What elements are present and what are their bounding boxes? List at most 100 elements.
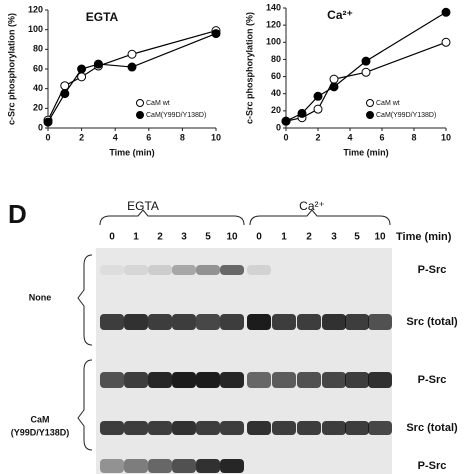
- band: [148, 372, 172, 388]
- lane-label: 0: [109, 232, 115, 243]
- y-tick-label: 100: [28, 24, 43, 34]
- band: [220, 459, 244, 473]
- series-line: [285, 11, 447, 122]
- band: [172, 372, 196, 388]
- legend-label: CaM(Y99D/Y138D): [376, 112, 436, 119]
- band: [345, 372, 369, 388]
- x-tick-label: 6: [379, 132, 384, 142]
- data-point: [313, 91, 323, 101]
- y-tick-label: 20: [33, 103, 43, 113]
- legend-label: CaM(Y99D/Y138D): [146, 112, 206, 119]
- band: [124, 265, 148, 275]
- data-point: [297, 108, 307, 118]
- data-point: [127, 49, 137, 59]
- lane-label: 1: [281, 232, 287, 243]
- series-line: [285, 41, 447, 122]
- y-tick-label: 100: [266, 37, 281, 47]
- lane-label: 2: [157, 232, 163, 243]
- group-label: Ca²⁺: [299, 199, 325, 213]
- band: [100, 314, 124, 330]
- band: [297, 314, 321, 330]
- row-label: P-Src: [418, 460, 447, 472]
- data-point: [361, 67, 371, 77]
- y-axis-label: c-Src phosphorylation (%): [244, 12, 254, 124]
- band: [124, 372, 148, 388]
- group-label: EGTA: [127, 199, 159, 213]
- band: [220, 421, 244, 435]
- data-point: [211, 29, 221, 39]
- data-point: [281, 116, 291, 126]
- bracket: [77, 254, 93, 346]
- x-axis-label: Time (min): [343, 147, 388, 157]
- blot-background: [96, 248, 392, 474]
- lane-label: 3: [331, 232, 337, 243]
- band: [148, 314, 172, 330]
- x-tick-label: 0: [283, 132, 288, 142]
- x-tick-label: 4: [113, 132, 118, 142]
- row-label: Src (total): [406, 422, 458, 434]
- data-point: [60, 89, 70, 99]
- lane-label: 1: [133, 232, 139, 243]
- band: [196, 314, 220, 330]
- band: [322, 372, 346, 388]
- y-tick-label: 60: [33, 63, 43, 73]
- band: [124, 314, 148, 330]
- x-axis-label: Time (min): [109, 147, 154, 157]
- data-point: [93, 59, 103, 69]
- y-tick-label: 0: [276, 122, 281, 132]
- y-tick-label: 120: [28, 4, 43, 14]
- band: [100, 372, 124, 388]
- band: [247, 265, 271, 275]
- band: [148, 459, 172, 473]
- band: [124, 421, 148, 435]
- band: [272, 314, 296, 330]
- x-tick-label: 2: [315, 132, 320, 142]
- band: [345, 314, 369, 330]
- band: [322, 421, 346, 435]
- data-point: [127, 62, 137, 72]
- band: [368, 372, 392, 388]
- lane-label: 3: [181, 232, 187, 243]
- band: [172, 459, 196, 473]
- data-point: [441, 7, 451, 17]
- lane-label: 0: [256, 232, 262, 243]
- y-tick-label: 0: [38, 122, 43, 132]
- band: [196, 421, 220, 435]
- band: [148, 421, 172, 435]
- x-tick-label: 0: [45, 132, 50, 142]
- x-tick-label: 8: [180, 132, 185, 142]
- y-tick-label: 60: [271, 71, 281, 81]
- band: [272, 421, 296, 435]
- x-tick-label: 8: [411, 132, 416, 142]
- condition-label: (Y99D/Y138D): [11, 427, 70, 437]
- row-label: P-Src: [418, 264, 447, 276]
- legend-marker: [366, 99, 374, 107]
- band: [297, 421, 321, 435]
- row-label: Src (total): [406, 316, 458, 328]
- y-tick-label: 40: [271, 88, 281, 98]
- band: [220, 265, 244, 275]
- row-label: P-Src: [418, 374, 447, 386]
- x-tick-label: 10: [211, 132, 221, 142]
- chart-title: EGTA: [86, 10, 119, 24]
- data-point: [43, 117, 53, 127]
- legend-marker: [136, 99, 144, 107]
- x-tick-label: 2: [79, 132, 84, 142]
- band: [247, 421, 271, 435]
- band: [100, 265, 124, 275]
- band: [172, 265, 196, 275]
- y-tick-label: 80: [33, 44, 43, 54]
- band: [172, 314, 196, 330]
- data-point: [329, 82, 339, 92]
- legend-marker: [136, 111, 144, 119]
- bracket: [99, 209, 245, 226]
- x-tick-label: 4: [347, 132, 352, 142]
- band: [196, 372, 220, 388]
- band: [345, 421, 369, 435]
- band: [247, 372, 271, 388]
- lane-label: 2: [306, 232, 312, 243]
- band: [368, 421, 392, 435]
- lane-label: 5: [354, 232, 360, 243]
- lane-label: 5: [205, 232, 211, 243]
